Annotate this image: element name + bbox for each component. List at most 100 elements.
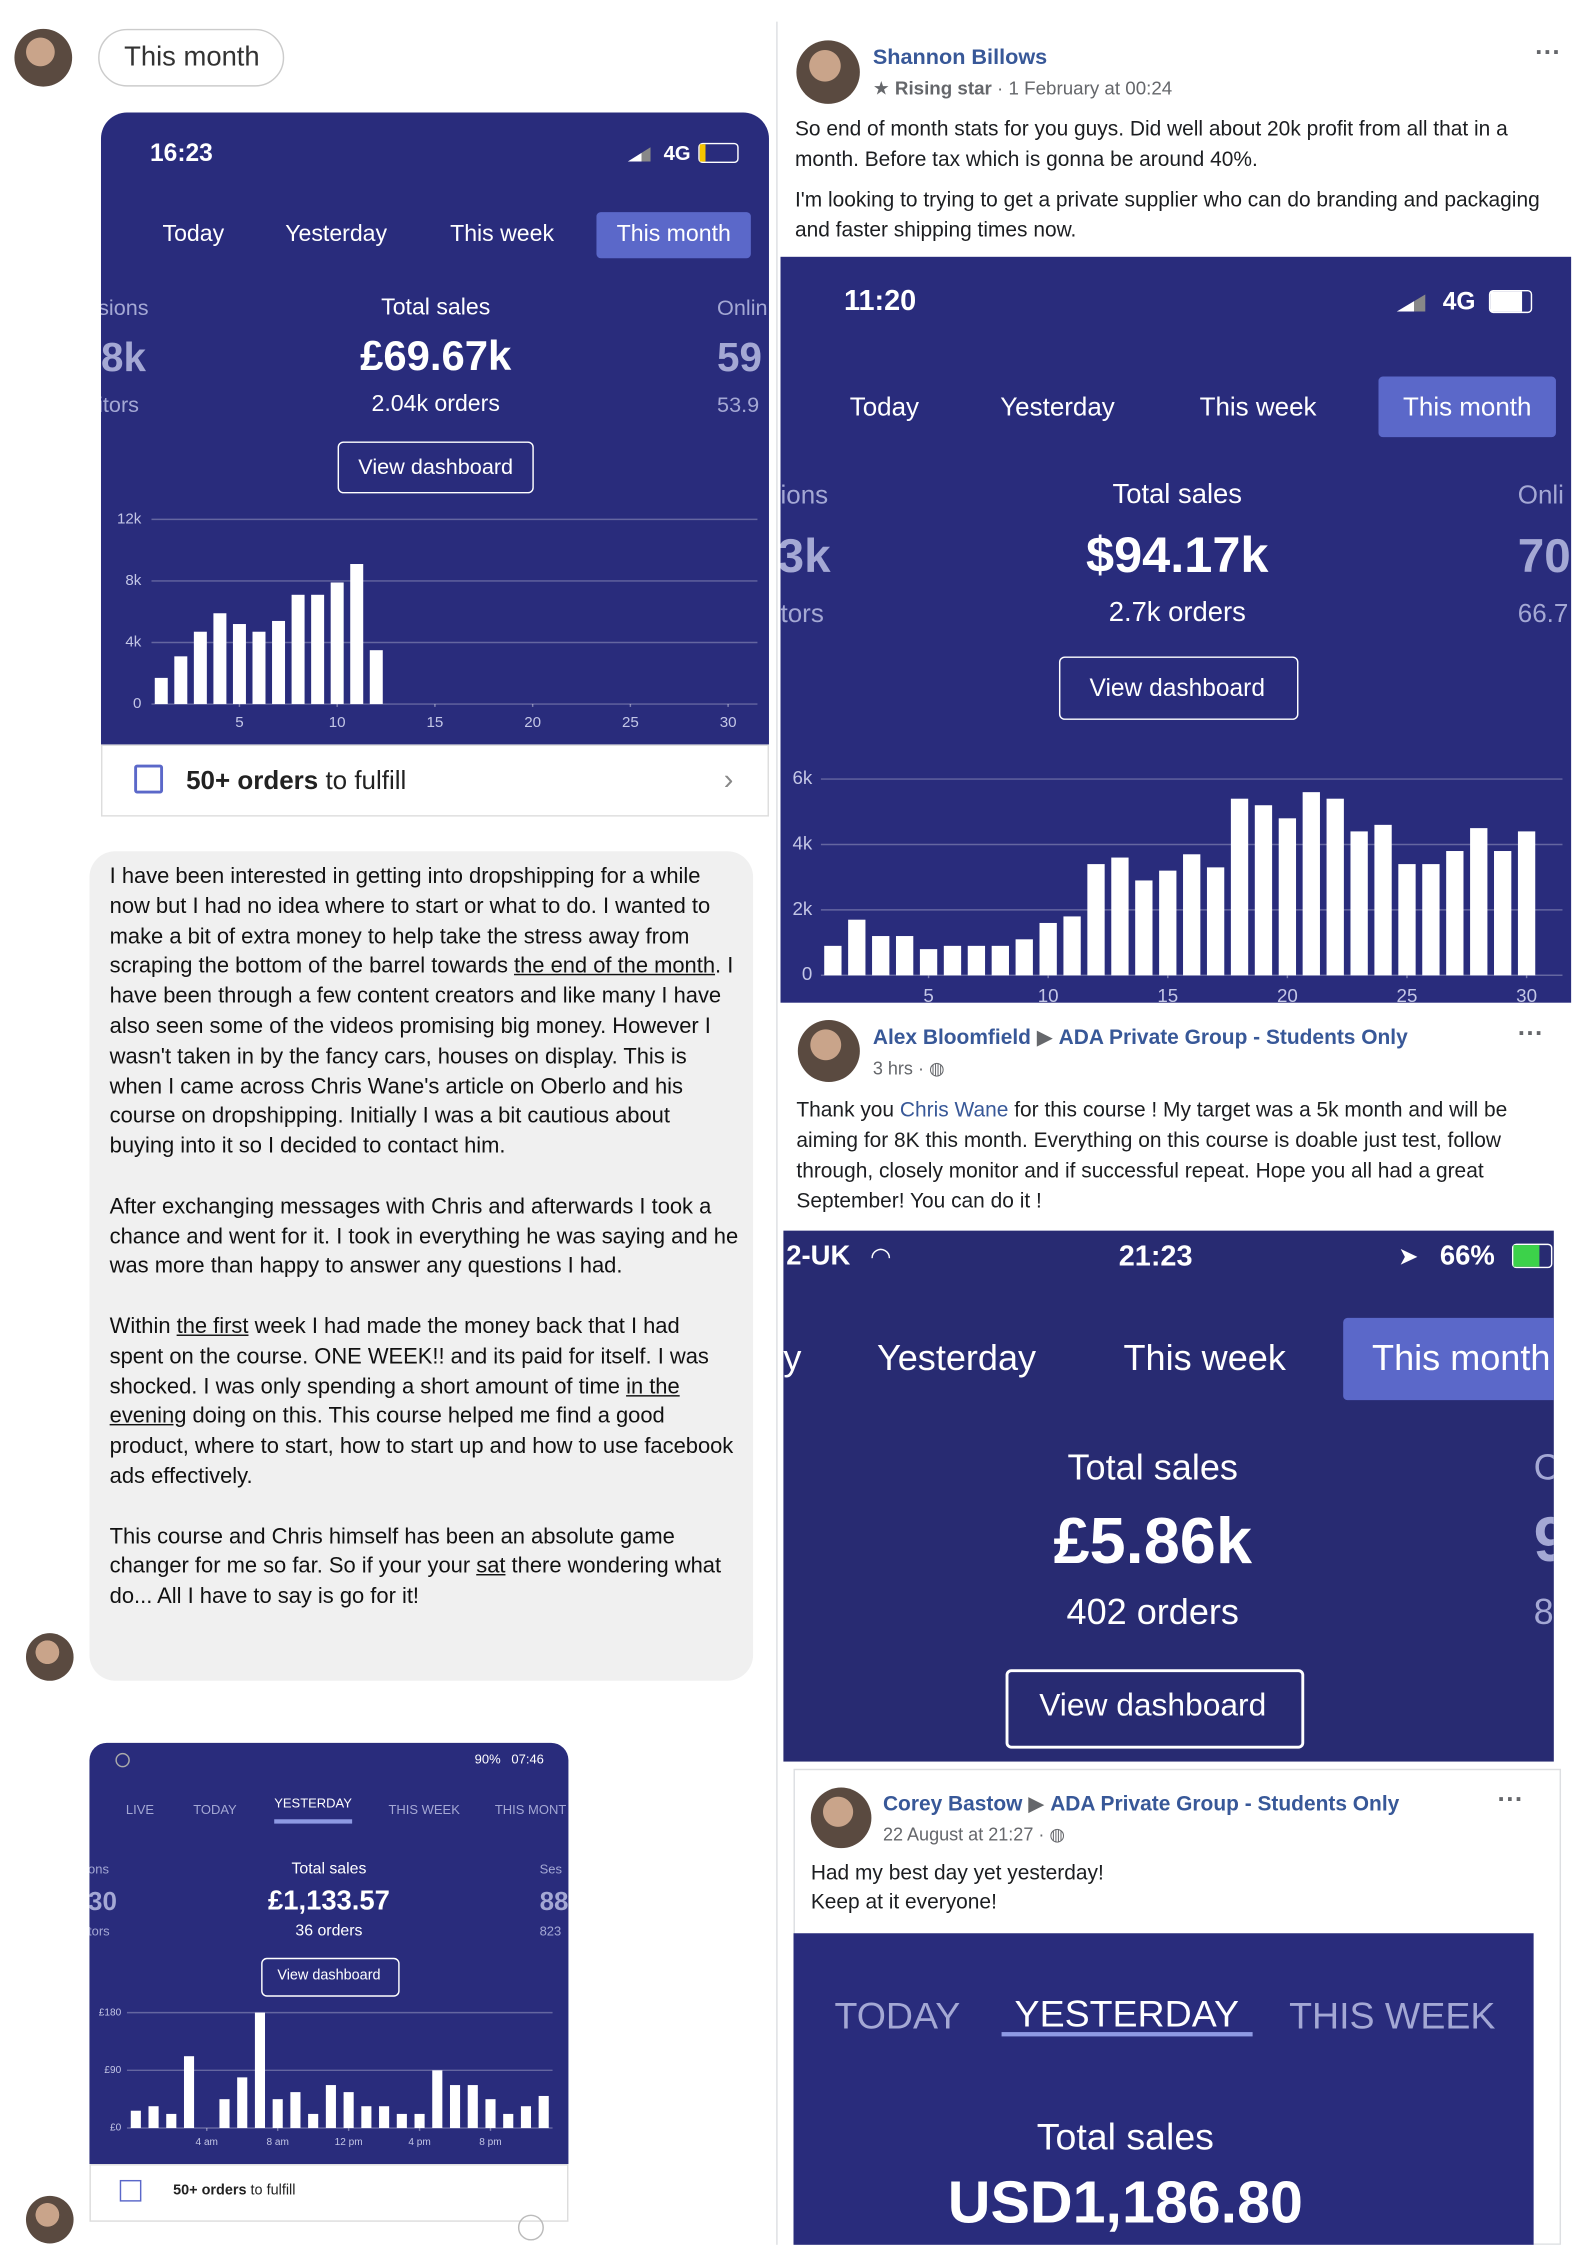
tab[interactable]: YESTERDAY [1001,1995,1252,2037]
fulfill-rest: to fulfill [250,2182,296,2199]
tab[interactable]: This month [1378,376,1557,438]
divider [776,21,778,2245]
button-label: View dashboard [1089,674,1265,702]
stat-label: sions [100,296,149,322]
bar [967,945,986,976]
tab[interactable]: YESTERDAY [274,1797,352,1824]
tab[interactable]: Yesterday [1000,392,1115,422]
more-menu[interactable]: ··· [1535,37,1562,67]
filter-chip[interactable] [98,28,285,87]
bar [503,2113,514,2129]
stat-value: 9 [1534,1508,1554,1572]
y-tick-label: 4k [792,832,812,853]
y-tick-label: 0 [133,695,141,712]
fulfill-text: 50+ orders to fulfill [186,768,406,794]
post-date: 1 February at 00:24 [1008,77,1173,99]
stat-label: C [1534,1450,1554,1487]
post-meta: 22 August at 21:27 · ◍ [882,1824,1066,1845]
tab[interactable]: THIS WEEK [388,1802,460,1818]
bar [872,936,890,976]
tab[interactable]: Yesterday [285,222,388,247]
phone-screen: TODAY YESTERDAY THIS WEEK Total sales US… [793,1933,1534,2245]
y-tick-label: 12k [117,510,142,527]
bar [154,677,168,705]
total-sales: USD1,186.80 [947,2169,1303,2236]
fulfill-text: 50+ orders to fulfill [173,2184,295,2198]
more-menu[interactable]: ··· [1497,1784,1524,1814]
fulfill-icon [134,764,164,794]
bar [919,949,938,976]
x-tick-label: 25 [622,714,639,731]
post-line: Keep at it everyone! [810,1891,997,1915]
status-time: 11:20 [843,285,917,318]
bar [311,594,325,705]
status-time: 07:46 [511,1752,544,1767]
bar [943,945,962,976]
tab[interactable]: This week [450,222,555,247]
fulfill-count: 50+ orders [186,766,319,795]
battery-icon [1511,1243,1553,1269]
bar [1326,798,1344,976]
fulfill-bar[interactable] [100,744,769,817]
tab[interactable]: TODAY [193,1802,237,1818]
underlined-text: in the evening [109,1374,680,1429]
more-menu[interactable]: ··· [1517,1018,1544,1048]
avatar [797,1020,860,1083]
author[interactable]: Corey Bastow [882,1792,1023,1817]
dashboard-button[interactable] [261,1957,400,1997]
tab[interactable]: y [783,1338,802,1379]
total-label: Total sales [1036,2115,1214,2159]
tab[interactable]: TODAY [834,1993,961,2038]
tab[interactable]: THIS MONT [494,1802,567,1818]
orders: 2.7k orders [1108,598,1246,629]
tab[interactable]: This month [1343,1317,1554,1401]
y-tick-label: 2k [792,898,812,919]
tab[interactable]: Today [162,222,225,247]
dashboard-button[interactable] [1005,1669,1305,1749]
stat-label: ions [780,480,829,510]
total-sales: £5.86k [1053,1504,1253,1578]
dashboard-button[interactable] [1058,656,1299,720]
emoji-button[interactable] [517,2214,544,2241]
y-tick-label: 8k [125,572,141,589]
x-tick-label: 10 [329,714,346,731]
x-tick-label: 8 pm [479,2137,501,2148]
group[interactable]: ADA Private Group - Students Only [1050,1792,1400,1817]
bar [232,624,246,705]
stat-value: 88 [539,1887,569,1916]
tab[interactable]: LIVE [125,1802,155,1818]
paragraph: This course and Chris himself has been a… [110,1523,739,1613]
tab[interactable]: Yesterday [876,1338,1037,1379]
bar [1183,854,1201,976]
bar [1494,851,1512,976]
paragraph: Within the first week I had made the mon… [110,1313,739,1493]
bar [1398,864,1416,976]
tab[interactable]: This week [1199,392,1317,422]
paragraph: After exchanging messages with Chris and… [110,1193,739,1283]
bar [1087,864,1105,976]
total-sales: $94.17k [1085,527,1269,584]
author[interactable]: Shannon Billows [872,45,1048,70]
bar [1470,828,1488,976]
bar [432,2070,443,2129]
bar [148,2106,159,2129]
group[interactable]: ADA Private Group - Students Only [1058,1026,1408,1050]
bar [824,945,842,976]
tab[interactable]: This month [596,212,752,259]
fulfill-bar[interactable] [89,2164,569,2222]
bar [291,594,305,705]
stat-label: Onlin [717,296,768,322]
text: After exchanging messages with Chris and… [109,1194,739,1279]
battery-icon [1488,289,1533,314]
tab[interactable]: THIS WEEK [1289,1993,1496,2038]
dashboard-button[interactable] [337,441,534,494]
total-label: Total sales [1067,1447,1238,1489]
mention[interactable]: Chris Wane [899,1099,1009,1123]
total-sales: £1,133.57 [267,1886,390,1917]
tab[interactable]: Today [849,392,920,422]
x-tick-label: 12 pm [335,2137,363,2148]
author[interactable]: Alex Bloomfield [872,1026,1031,1050]
y-tick-label: 6k [792,767,812,788]
tab[interactable]: This week [1123,1338,1286,1379]
stat-sub: 823 [539,1923,562,1939]
